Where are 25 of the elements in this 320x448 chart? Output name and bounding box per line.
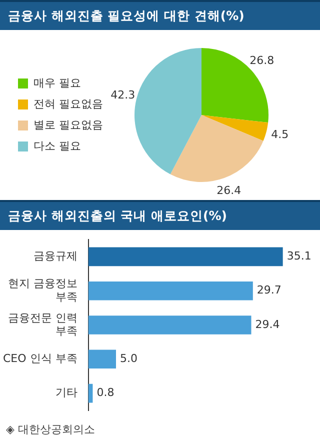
y-tick-label: 금융전문 인력 부족 (8, 311, 78, 338)
data-label: 35.1 (286, 250, 312, 263)
y-tick-label: CEO 인식 부족 (2, 352, 78, 366)
data-label: 26.4 (216, 184, 242, 198)
data-label: 5.0 (120, 352, 138, 366)
data-label: 26.8 (250, 54, 274, 67)
data-label: 0.8 (96, 386, 114, 400)
text: ◈ 대한상공회의소 (5, 422, 96, 438)
chart-title: 금융사 해외진출의 국내 애로요인(%) (0, 200, 320, 230)
chart-title: 금융사 해외진출 필요성에 대한 견해(%) (0, 0, 320, 30)
y-tick-label: 금융규제 (33, 250, 78, 263)
legend-label: 별로 필요없음 (34, 118, 103, 132)
bar (88, 350, 116, 369)
data-label: 4.5 (271, 128, 289, 142)
y-tick-label: 기타 (55, 386, 78, 400)
data-label: 29.7 (256, 284, 282, 297)
legend-label: 전혀 필요없음 (34, 97, 103, 110)
bar (88, 316, 252, 334)
data-label: 29.4 (255, 318, 280, 331)
legend-label: 다소 필요 (34, 139, 81, 152)
data-label: 42.3 (110, 88, 136, 102)
bar (88, 281, 253, 300)
bar (88, 247, 283, 266)
y-tick-label: 현지 금융정보 부족 (8, 277, 78, 304)
legend-label: 매우 필요 (34, 76, 81, 90)
